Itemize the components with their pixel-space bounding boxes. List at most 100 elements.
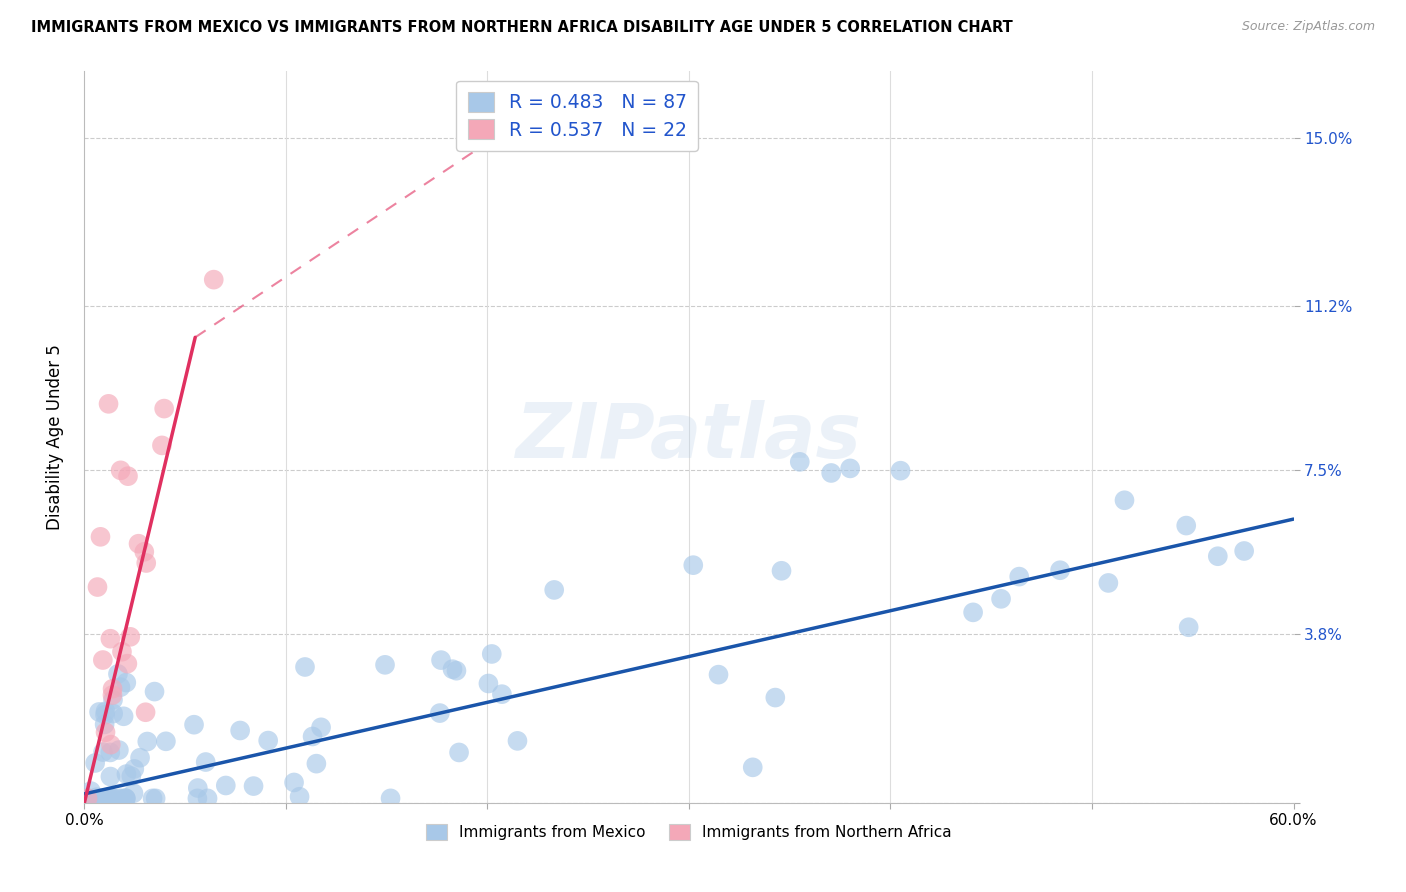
Point (1175, 518, 1198, 533)
Point (135, 705, 157, 719)
Point (288, 789, 311, 804)
Point (120, 630, 142, 644)
Point (77, 791, 100, 805)
Point (94, 791, 117, 805)
Point (100, 770, 122, 784)
Point (112, 709, 135, 723)
Point (115, 675, 138, 690)
Point (449, 746, 471, 760)
Point (101, 693, 124, 707)
Point (136, 734, 159, 748)
Text: Source: ZipAtlas.com: Source: ZipAtlas.com (1241, 20, 1375, 33)
Point (77, 791, 100, 805)
Point (301, 730, 323, 744)
Point (94, 725, 117, 739)
Point (477, 676, 499, 690)
Point (107, 667, 129, 681)
Point (446, 664, 468, 678)
Point (1097, 576, 1119, 591)
Point (89, 791, 111, 805)
Point (114, 791, 136, 805)
Point (283, 775, 305, 789)
Point (145, 791, 167, 805)
Point (194, 755, 217, 769)
Point (134, 545, 156, 559)
Point (187, 780, 209, 795)
Text: ZIPatlas: ZIPatlas (516, 401, 862, 474)
Point (441, 662, 464, 676)
Point (110, 463, 132, 477)
Point (76, 791, 98, 805)
Point (97, 397, 120, 411)
Point (114, 791, 136, 805)
Point (242, 779, 264, 793)
Point (1233, 544, 1256, 558)
Point (108, 743, 131, 757)
Point (94, 707, 117, 722)
Point (86, 580, 108, 594)
Point (91, 745, 114, 759)
Point (1114, 493, 1136, 508)
Point (122, 786, 145, 800)
Point (111, 791, 134, 805)
Point (839, 461, 862, 475)
Point (100, 791, 122, 805)
Point (120, 769, 142, 783)
Point (101, 688, 124, 702)
Point (374, 657, 396, 672)
Point (129, 750, 152, 764)
Point (100, 632, 122, 646)
Point (1206, 549, 1229, 564)
Point (257, 733, 280, 747)
Point (101, 681, 124, 696)
Point (93, 717, 115, 731)
Point (741, 760, 763, 774)
Point (76, 791, 98, 805)
Point (91, 653, 114, 667)
Point (707, 667, 730, 681)
Point (153, 401, 176, 416)
Point (197, 791, 219, 805)
Point (183, 717, 205, 731)
Point (229, 723, 252, 738)
Point (1008, 569, 1031, 583)
Point (789, 455, 811, 469)
Point (491, 687, 513, 701)
Point (86, 790, 108, 805)
Point (135, 556, 157, 570)
Point (481, 647, 503, 661)
Point (682, 558, 704, 573)
Point (820, 466, 842, 480)
Point (429, 706, 451, 720)
Point (430, 653, 453, 667)
Point (124, 762, 146, 776)
Point (108, 791, 131, 805)
Point (990, 591, 1012, 606)
Point (962, 605, 984, 619)
Point (202, 272, 225, 286)
Point (111, 645, 134, 659)
Point (128, 537, 150, 551)
Point (380, 791, 402, 805)
Point (309, 720, 332, 734)
Point (142, 791, 165, 805)
Point (186, 791, 208, 805)
Point (890, 464, 912, 478)
Legend: Immigrants from Mexico, Immigrants from Northern Africa: Immigrants from Mexico, Immigrants from … (420, 818, 957, 847)
Text: IMMIGRANTS FROM MEXICO VS IMMIGRANTS FROM NORTHERN AFRICA DISABILITY AGE UNDER 5: IMMIGRANTS FROM MEXICO VS IMMIGRANTS FRO… (31, 20, 1012, 35)
Point (143, 684, 166, 698)
Point (115, 767, 138, 781)
Point (506, 734, 529, 748)
Point (98, 791, 121, 805)
Point (98, 746, 121, 760)
Point (89, 530, 111, 544)
Point (94, 704, 117, 718)
Point (117, 469, 139, 483)
Point (80, 784, 103, 798)
Point (90, 791, 112, 805)
Point (87, 705, 110, 719)
Point (150, 438, 173, 452)
Point (1049, 563, 1071, 577)
Point (84, 756, 107, 770)
Point (1177, 620, 1199, 634)
